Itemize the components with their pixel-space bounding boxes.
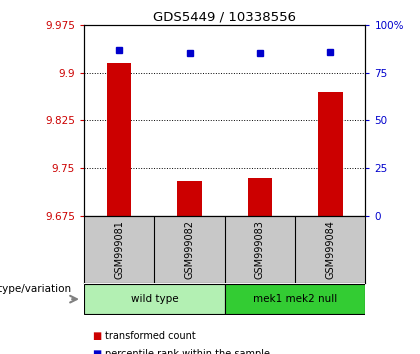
Text: wild type: wild type <box>131 294 178 304</box>
Text: transformed count: transformed count <box>105 331 196 341</box>
Text: mek1 mek2 null: mek1 mek2 null <box>253 294 337 304</box>
Text: genotype/variation: genotype/variation <box>0 284 71 293</box>
Text: GSM999082: GSM999082 <box>184 220 194 279</box>
Bar <box>84 284 225 314</box>
Bar <box>225 284 365 314</box>
Bar <box>318 92 343 216</box>
Bar <box>107 63 131 216</box>
Text: GSM999084: GSM999084 <box>325 220 335 279</box>
Title: GDS5449 / 10338556: GDS5449 / 10338556 <box>153 11 296 24</box>
Bar <box>247 178 272 216</box>
Text: GSM999083: GSM999083 <box>255 220 265 279</box>
Text: GSM999081: GSM999081 <box>114 220 124 279</box>
Text: ■: ■ <box>92 331 102 341</box>
Text: percentile rank within the sample: percentile rank within the sample <box>105 349 270 354</box>
Bar <box>177 181 202 216</box>
Text: ■: ■ <box>92 349 102 354</box>
